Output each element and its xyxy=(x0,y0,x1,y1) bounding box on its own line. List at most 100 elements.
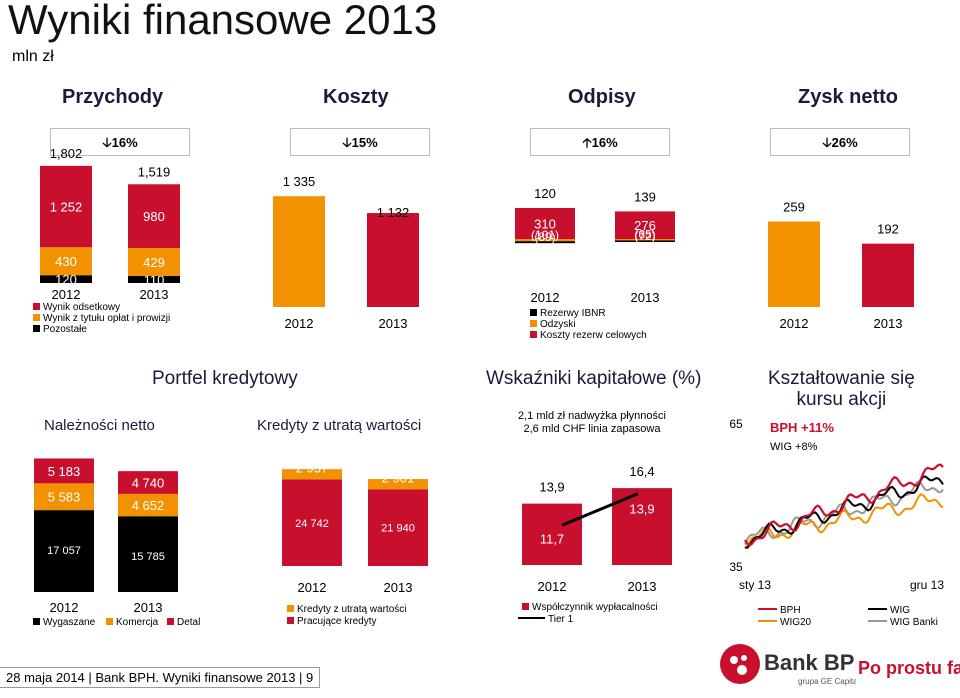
revenue-year-2012: 2012 xyxy=(52,287,81,302)
provisions-legend-2-label: Koszty rezerw celowych xyxy=(540,330,647,341)
provisions-year-2013: 2013 xyxy=(631,290,660,305)
receivables-bar-2013-1 xyxy=(118,493,178,517)
provisions-total-2013: 139 xyxy=(634,189,656,204)
receivables-value-2012-0: 17 057 xyxy=(47,545,81,557)
profit-bar-2013 xyxy=(862,243,914,307)
revenue-legend-0-label: Wynik odsetkowy xyxy=(43,302,120,313)
revenue-year-2013: 2013 xyxy=(140,287,169,302)
profit-bar-2012 xyxy=(768,221,820,307)
impaired-value-2012-1: 2 937 xyxy=(296,461,329,476)
impaired-bar-2013-0 xyxy=(368,489,428,566)
bank-bph-logo: Bank BPH grupa GE Capital Po prostu fair xyxy=(716,640,960,693)
section-net-profit-title: Zysk netto xyxy=(798,86,899,108)
receivables-value-2013-0: 15 785 xyxy=(131,551,165,563)
revenue-value-2013-2: 110 xyxy=(144,272,165,287)
share-legend-1-label: WIG xyxy=(890,605,910,616)
provisions-legend-1-label: Odzyski xyxy=(540,319,576,330)
net-profit-change-badge: 🡣26% xyxy=(770,128,910,156)
receivables-legend-1-swatch xyxy=(106,618,113,625)
revenue-value-2013-0: 980 xyxy=(143,209,165,224)
revenue-value-2012-2: 120 xyxy=(55,272,77,287)
impaired-legend-0-swatch xyxy=(287,605,294,612)
costs-value-2013: 1 132 xyxy=(377,205,410,220)
provisions-bar-celowe-2013 xyxy=(615,211,675,239)
costs-change-badge: 🡣15% xyxy=(290,128,430,156)
receivables-year-2013: 2013 xyxy=(134,600,163,615)
revenue-value-2012-1: 430 xyxy=(55,254,77,269)
portfolio-heading: Portfel kredytowy xyxy=(152,368,298,389)
revenue-change-badge: 🡣16% xyxy=(50,128,190,156)
impaired-value-2013-1: 2 901 xyxy=(382,471,415,486)
logo-graphic: Bank BPH grupa GE Capital Po prostu fair xyxy=(720,644,960,686)
impaired-legend-1-swatch xyxy=(287,617,294,624)
liquidity-note: 2,1 mld zł nadwyżka płynności 2,6 mld CH… xyxy=(518,410,666,435)
provisions-bar-celowe-2012 xyxy=(515,208,575,239)
provisions-legend-0-swatch xyxy=(530,309,537,316)
logo-circle xyxy=(720,644,760,684)
receivables-bar-2013-2 xyxy=(118,471,178,494)
share-line-wig20 xyxy=(744,493,944,550)
capital-legend-0-swatch xyxy=(522,603,529,610)
provisions-value-0-2013: (72) xyxy=(634,229,655,243)
provisions-value-celowe-2013: 276 xyxy=(634,218,656,233)
impaired-year-2012: 2012 xyxy=(298,580,327,595)
logo-dot-2 xyxy=(741,655,747,661)
provisions-year-2012: 2012 xyxy=(531,290,560,305)
impaired-bar-2012-0 xyxy=(282,479,342,566)
receivables-value-2012-1: 5 583 xyxy=(48,490,81,505)
impaired-title: Kredyty z utratą wartości xyxy=(257,417,422,434)
share-annotation-bph: BPH +11% xyxy=(770,420,834,435)
receivables-bar-2012-1 xyxy=(34,483,94,511)
share-legend-3-label: WIG Banki xyxy=(890,617,938,628)
logo-slogan: Po prostu fair xyxy=(858,658,960,678)
receivables-legend-2-swatch xyxy=(167,618,174,625)
provisions-value-1-2013: (65) xyxy=(634,227,655,241)
revenue-legend-2-swatch xyxy=(33,325,40,332)
provisions-legend-1-swatch xyxy=(530,320,537,327)
revenue-legend-1-swatch xyxy=(33,314,40,321)
revenue-total-2013: 1,519 xyxy=(138,164,171,179)
capital-value-2012: 13,9 xyxy=(539,480,564,495)
impaired-year-2013: 2013 xyxy=(384,580,413,595)
revenue-value-2012-0: 1 252 xyxy=(50,200,83,215)
logo-slogan-bg xyxy=(856,648,960,686)
receivables-value-2013-2: 4 740 xyxy=(132,476,165,491)
impaired-legend-1-label: Pracujące kredyty xyxy=(297,616,376,627)
impaired-bar-2012-1 xyxy=(282,469,342,480)
receivables-legend-0-swatch xyxy=(33,618,40,625)
costs-value-2012: 1 335 xyxy=(283,174,316,189)
impaired-value-2012-0: 24 742 xyxy=(295,518,329,530)
provisions-total-2012: 120 xyxy=(534,186,556,201)
receivables-value-2013-1: 4 652 xyxy=(132,498,165,513)
provisions-bar-0-2013 xyxy=(615,240,675,243)
costs-bar-2012 xyxy=(273,196,325,307)
capital-legend-0-label: Współczynnik wypłacalności xyxy=(532,602,658,613)
capital-year-2012: 2012 xyxy=(538,579,567,594)
provisions-legend-2-swatch xyxy=(530,331,537,338)
unit-label: mln zł xyxy=(12,48,54,65)
share-legend-2-label: WIG20 xyxy=(780,617,812,628)
tier1-line xyxy=(561,492,639,527)
capital-year-2013: 2013 xyxy=(628,579,657,594)
share-ytick-top: 65 xyxy=(729,417,743,431)
logo-dot-3 xyxy=(737,665,747,675)
revenue-legend-2-label: Pozostałe xyxy=(43,324,87,335)
share-ytick-bottom: 35 xyxy=(729,560,743,574)
profit-year-2013: 2013 xyxy=(874,316,903,331)
receivables-legend-0-label: Wygaszane xyxy=(43,617,96,628)
revenue-legend-0-swatch xyxy=(33,303,40,310)
impaired-value-2013-0: 21 940 xyxy=(381,522,415,534)
provisions-value-0-2012: (89) xyxy=(534,230,555,244)
receivables-year-2012: 2012 xyxy=(50,600,79,615)
share-line-bph xyxy=(744,463,944,547)
receivables-legend-2-label: Detal xyxy=(177,617,200,628)
provisions-legend-0-label: Rezerwy IBNR xyxy=(540,308,606,319)
costs-year-2012: 2012 xyxy=(285,316,314,331)
provisions-change-badge: 🡡16% xyxy=(530,128,670,156)
capital-heading: Wskaźniki kapitałowe (%) xyxy=(486,368,702,389)
provisions-bar-1-2012 xyxy=(515,239,575,242)
arrow-up-icon: 🡡 xyxy=(582,135,592,150)
provisions-bar-1-2013 xyxy=(615,239,675,241)
tier1-value-2013: 13,9 xyxy=(629,502,654,517)
